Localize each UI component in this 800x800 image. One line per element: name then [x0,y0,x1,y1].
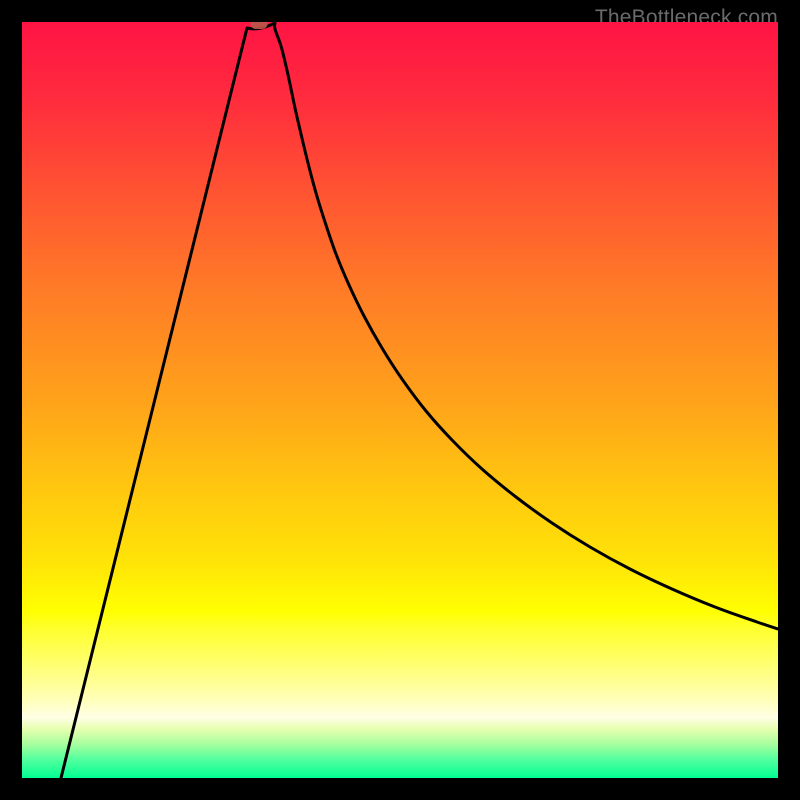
bottleneck-chart [22,22,778,778]
chart-background [22,22,778,778]
valley-marker [251,22,268,29]
